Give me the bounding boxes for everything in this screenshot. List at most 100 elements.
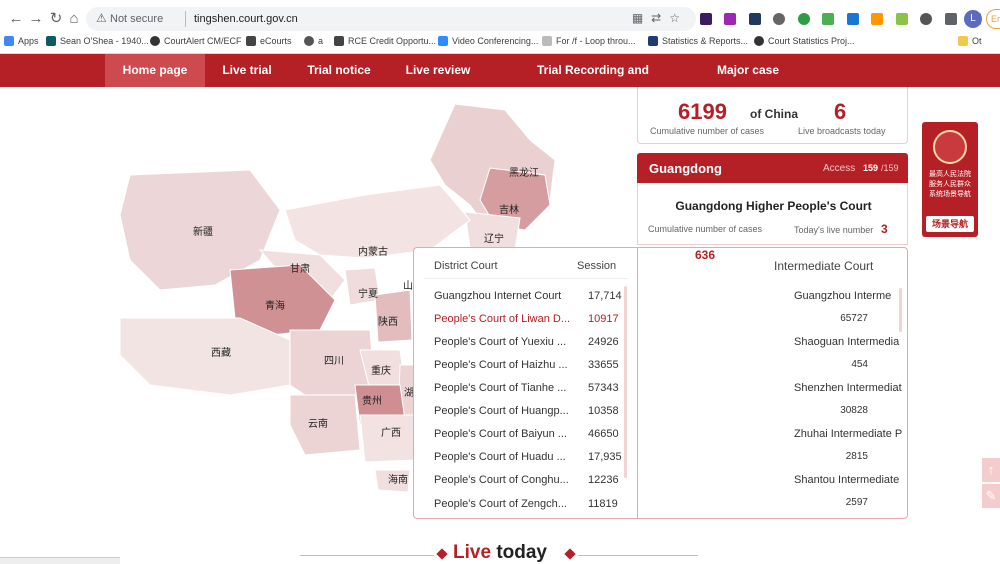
province-xinjiang[interactable]	[119, 169, 281, 291]
live-label: Today's live number	[794, 225, 874, 235]
nav-trial-notice[interactable]: Trial notice	[307, 63, 371, 77]
home-icon[interactable]: ⌂	[69, 10, 79, 27]
map-label: 湖	[404, 388, 414, 399]
bookmark-apps[interactable]: Apps	[4, 36, 39, 46]
scene-navigation-button[interactable]: 场景导航	[926, 216, 974, 232]
back-icon[interactable]: ←	[8, 10, 24, 27]
omnibox-icons[interactable]: ▦⇄☆	[631, 11, 688, 25]
access-label: Access	[823, 163, 856, 174]
extension-icon[interactable]	[773, 12, 786, 25]
today-word: today	[496, 542, 547, 563]
nav-home[interactable]: Home page	[105, 54, 205, 87]
district-court-row[interactable]: People's Court of Haizhu ... 33655	[434, 359, 624, 379]
bookmark-item[interactable]: Court Statistics Proj...	[754, 36, 855, 46]
bookmark-item[interactable]: CourtAlert CM/ECF	[150, 36, 242, 46]
live-word: Live	[453, 542, 492, 563]
district-court-row[interactable]: People's Court of Zengch... 11819	[434, 498, 624, 518]
other-bookmarks[interactable]: Ot	[958, 36, 982, 46]
district-court-row[interactable]: People's Court of Liwan D... 10917	[434, 313, 624, 333]
intermediate-court-name[interactable]: Shenzhen Intermediat	[794, 382, 902, 394]
extension-icon[interactable]	[846, 12, 859, 25]
cumulative-number: 636	[695, 248, 716, 262]
district-court-row[interactable]: People's Court of Conghu... 12236	[434, 474, 624, 494]
court-name: People's Court of Huadu ...	[434, 451, 566, 463]
bookmark-item[interactable]: Video Conferencing...	[438, 36, 538, 46]
court-session: 12236	[588, 474, 619, 486]
district-court-row[interactable]: People's Court of Yuexiu ... 24926	[434, 336, 624, 356]
court-session: 11819	[588, 498, 618, 510]
map-label: 新疆	[193, 227, 213, 238]
warning-icon[interactable]: ⚠	[96, 11, 107, 25]
district-court-row[interactable]: Guangzhou Internet Court 17,714	[434, 290, 624, 310]
district-court-row[interactable]: People's Court of Tianhe ... 57343	[434, 382, 624, 402]
profile-button[interactable]: Err	[986, 9, 1000, 29]
scene-navigation-promo[interactable]: 最高人民法院服务人民群众系统场景导航 场景导航	[922, 122, 978, 237]
intermediate-court-name[interactable]: Shantou Intermediate	[794, 474, 900, 486]
extension-icon[interactable]	[822, 12, 835, 25]
province-name: Guangdong	[649, 161, 722, 176]
extension-icon[interactable]	[724, 12, 737, 25]
province-jilin[interactable]	[479, 167, 551, 231]
district-court-row[interactable]: People's Court of Baiyun ... 46650	[434, 428, 624, 448]
forward-icon[interactable]: →	[28, 10, 44, 27]
district-court-row[interactable]: People's Court of Huangp... 10358	[434, 405, 624, 425]
intermediate-court-name[interactable]: Shaoguan Intermedia	[794, 336, 900, 348]
intermediate-court-name[interactable]: Zhuhai Intermediate P	[794, 428, 903, 440]
court-name: People's Court of Tianhe ...	[434, 382, 567, 394]
nav-major-case[interactable]: Major case	[716, 63, 780, 77]
bookmark-item[interactable]: Statistics & Reports...	[648, 36, 748, 46]
puzzle-icon[interactable]	[944, 12, 957, 25]
url-text[interactable]: tingshen.court.gov.cn	[194, 13, 298, 25]
avatar[interactable]: L	[964, 10, 982, 28]
address-bar[interactable]: ⚠ Not secure tingshen.court.gov.cn ▦⇄☆	[86, 7, 696, 31]
intermediate-court-name[interactable]: Guangzhou Interme	[794, 290, 892, 302]
intermediate-court-value: 2815	[845, 451, 868, 462]
extension-icon[interactable]	[920, 12, 933, 25]
court-name: People's Court of Huangp...	[434, 405, 569, 417]
status-bar	[0, 557, 120, 564]
bookmark-item[interactable]: eCourts	[246, 36, 292, 46]
court-session: 46650	[588, 428, 619, 440]
bookmark-item[interactable]: For /f - Loop throu...	[542, 36, 636, 46]
higher-court-title[interactable]: Guangdong Higher People's Court	[675, 199, 872, 213]
extension-icon[interactable]	[871, 12, 884, 25]
nav-trial-recording[interactable]: Trial Recording and Broadcasting	[536, 63, 650, 110]
court-session: 57343	[588, 382, 619, 394]
map-label: 辽宁	[484, 234, 504, 245]
extension-icon[interactable]	[797, 12, 810, 25]
map-svg[interactable]	[0, 87, 640, 564]
district-court-row[interactable]: People's Court of Huadu ... 17,935	[434, 451, 624, 471]
extension-icon[interactable]	[700, 12, 712, 25]
intermediate-court-value: 30828	[840, 405, 868, 416]
bookmark-item[interactable]: RCE Credit Opportu...	[334, 36, 436, 46]
court-name: People's Court of Zengch...	[434, 498, 567, 510]
map-label: 贵州	[362, 396, 382, 407]
promo-text: 最高人民法院服务人民群众系统场景导航	[929, 171, 971, 198]
map-label: 云南	[308, 419, 328, 430]
scrollbar[interactable]	[899, 288, 902, 332]
province-shaanxi[interactable]	[374, 289, 413, 343]
bookmark-item[interactable]: a	[304, 36, 323, 46]
reload-icon[interactable]: ↻	[49, 10, 63, 27]
province-yunnan[interactable]	[289, 394, 361, 456]
bookmark-icon	[334, 36, 344, 46]
main-nav: Home page Live trial Trial notice Live r…	[0, 54, 1000, 110]
extension-icon[interactable]	[895, 12, 908, 25]
extension-icons[interactable]	[700, 10, 989, 28]
bookmark-icon	[542, 36, 552, 46]
province-xizang[interactable]	[119, 317, 291, 396]
session-header: Session	[577, 260, 617, 272]
court-session: 10358	[588, 405, 619, 417]
nav-live-trial[interactable]: Live trial	[222, 63, 272, 77]
map-label: 广西	[381, 428, 401, 439]
edit-icon[interactable]: ✎	[982, 484, 1000, 508]
china-map[interactable]: 黑龙江 吉林 辽宁 新疆 内蒙古 甘肃 宁夏 山 青海 陕西 西藏 四川 重庆 …	[0, 87, 640, 564]
extension-icon[interactable]	[748, 12, 761, 25]
live-number: 3	[881, 222, 888, 236]
scrollbar[interactable]	[624, 286, 627, 478]
nav-live-review[interactable]: Live review	[405, 63, 471, 77]
province-hainan[interactable]	[374, 469, 411, 493]
court-name: People's Court of Haizhu ...	[434, 359, 568, 371]
bookmark-item[interactable]: Sean O'Shea - 1940...	[46, 36, 149, 46]
scroll-top-icon[interactable]: ↑	[982, 458, 1000, 482]
